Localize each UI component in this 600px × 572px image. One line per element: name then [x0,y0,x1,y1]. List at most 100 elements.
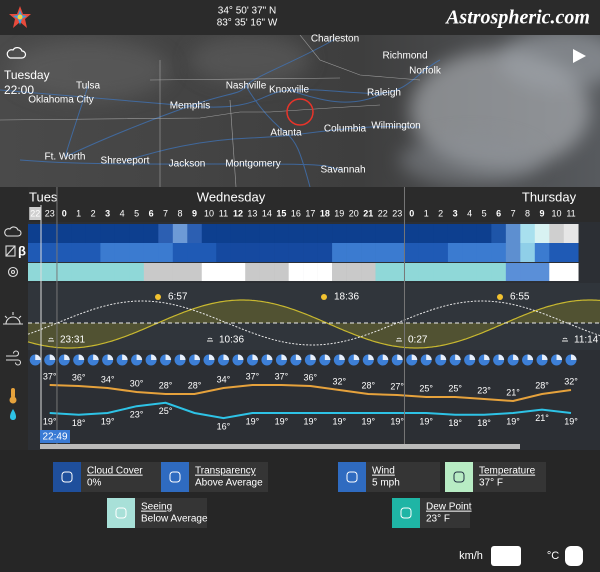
legend-label[interactable]: Dew Point [426,502,472,513]
hour-label: 18 [320,208,330,218]
dew_point-label: 19° [390,416,404,426]
unit-selected[interactable] [565,546,583,566]
moon-icon [207,337,213,342]
seeing-cell [346,263,362,281]
dew-point-line [49,401,572,420]
seeing-cell [288,263,304,281]
transparency-cell [563,243,579,262]
unit-option[interactable]: km/h [459,550,483,562]
hour-label: 6 [496,208,501,218]
cursor-box [40,430,70,443]
moon-event: 0:27 [408,335,428,346]
unit-option[interactable]: mph [495,550,516,562]
wind-dir [223,354,229,360]
day-label: Thursday [522,189,577,204]
city-label: Richmond [382,51,427,62]
hour-label: 2 [91,208,96,218]
wind-dir [35,354,41,360]
dew_point-label: 25° [159,406,173,416]
hour-label: 15 [276,208,286,218]
wind-dir [295,354,302,360]
transparency-cell [462,243,478,262]
seeing-cell [274,263,289,281]
transparency-cell [447,243,463,262]
city-label: Oklahoma City [28,95,94,106]
scrollbar[interactable] [40,444,520,449]
dew_point-label: 19° [333,416,347,426]
dew_point-label: 19° [43,416,57,426]
seeing-cell [28,263,43,281]
wind-dir [498,354,505,360]
moon-event: 11:14 [574,335,599,346]
cloud-cell [462,224,478,243]
legend-label[interactable]: Wind [372,466,395,477]
city-label: Ft. Worth [45,152,86,163]
hour-label: 2 [438,208,443,218]
legend-label[interactable]: Seeing [141,502,172,513]
temperature-label: 32° [564,376,578,386]
wind-dir [310,354,316,360]
cloud-cell [245,224,260,243]
transparency-cell [288,243,304,262]
map-time: 22:00 [4,83,34,97]
legend-icon-glyph [453,471,465,483]
sun-icon [321,294,327,300]
transparency-cell [201,243,217,262]
seeing-cell [114,263,130,281]
transparency-cell [274,243,289,262]
dew_point-label: 18° [72,418,86,428]
play-button[interactable] [573,49,586,63]
temperature-label: 28° [535,380,549,390]
cloud-cell [476,224,492,243]
dew_point-label: 19° [304,416,318,426]
hour-label: 11 [566,208,575,218]
moon-icon [48,337,54,342]
seeing-cell [201,263,217,281]
seeing-cell [172,263,188,281]
unit-option[interactable]: °F [568,550,579,562]
cloud-cell [216,224,232,243]
unit-selected[interactable] [491,546,521,566]
wind-dir [353,354,360,360]
wind-dir [180,354,186,360]
wind-dir [397,354,403,360]
wind-dir [324,354,331,360]
moon-icon [396,337,402,342]
cloud-cell [332,224,347,243]
cloud-cell [390,224,405,243]
hour-label: 0 [409,208,414,218]
legend-label[interactable]: Temperature [479,466,536,477]
legend-label[interactable]: Cloud Cover [87,466,143,477]
unit-option[interactable]: °C [547,550,559,562]
legend-icon [107,498,135,528]
legend-icon-glyph [61,471,73,483]
city-label: Knoxville [269,85,309,96]
cloud-cell [114,224,130,243]
map[interactable] [0,30,600,187]
seeing-cell [520,263,536,281]
wind-dir [151,354,157,360]
legend-icon-glyph [169,471,181,483]
city-label: Montgomery [225,159,281,170]
hour-label: 10 [552,208,562,218]
seeing-cell [491,263,507,281]
transparency-cell [85,243,101,262]
brand[interactable]: Astrospheric.com [444,7,590,29]
transparency-cell [129,243,145,262]
temperature-label: 23° [477,385,491,395]
wind-dir [571,354,577,360]
hour-label: 12 [233,208,243,218]
legend-label[interactable]: Transparency [195,466,256,477]
seeing-cell [418,263,434,281]
city-label: Charleston [311,34,359,45]
cloud-cell [85,224,101,243]
dew_point-label: 21° [535,413,549,423]
sun-event: 18:36 [334,292,359,303]
legend-icon [161,462,189,492]
header-bar [0,0,600,35]
temperature-label: 21° [506,387,520,397]
legend-icon [338,462,366,492]
temperature-label: 34° [101,374,115,384]
logo[interactable] [9,6,31,28]
latitude: 34° 50' 37" N [218,6,276,17]
